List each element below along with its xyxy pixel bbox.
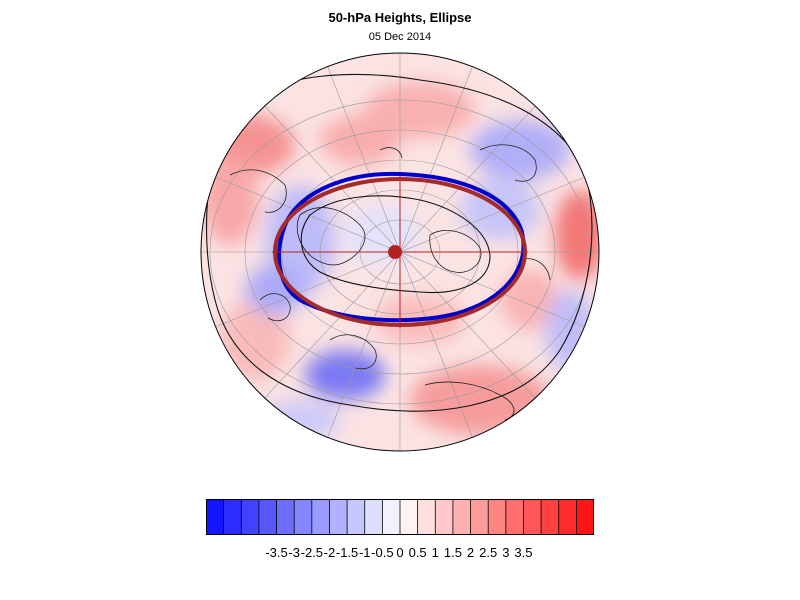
anomaly-field	[201, 53, 599, 451]
colorbar-frame	[206, 499, 594, 535]
anomaly-patch	[260, 400, 340, 440]
colorbar-swatch	[294, 499, 313, 535]
anomaly-patch	[320, 115, 400, 165]
colorbar-swatch	[541, 499, 560, 535]
colorbar-swatch	[241, 499, 260, 535]
colorbar-tick-label: 1	[431, 545, 439, 560]
colorbar-swatch	[400, 499, 418, 535]
colorbar-swatch	[576, 499, 594, 535]
colorbar-swatch	[382, 499, 401, 535]
colorbar-tick-label: -2	[323, 545, 336, 560]
anomaly-patch	[500, 270, 560, 330]
map-date: 05 Dec 2014	[368, 31, 432, 43]
map-title: 50-hPa Heights, Ellipse	[328, 10, 472, 25]
colorbar-tick-label: -0.5	[371, 545, 394, 560]
colorbar-swatch	[364, 499, 383, 535]
anomaly-patch	[340, 205, 420, 265]
anomaly-patch	[202, 155, 258, 245]
anomaly-patch	[555, 190, 599, 280]
coastlines	[229, 144, 551, 421]
colorbar-tick-label: -1	[358, 545, 371, 560]
colorbar-swatch	[276, 499, 295, 535]
colorbar-swatch	[206, 499, 224, 535]
vortex-edge-contour	[277, 171, 526, 323]
height-contour	[206, 73, 593, 412]
colorbar-tick-label: 2	[466, 545, 475, 560]
colorbar-swatch	[523, 499, 542, 535]
ellipse-center-marker	[388, 245, 402, 259]
colorbar-swatch	[417, 499, 436, 535]
map-boundary	[200, 52, 600, 452]
colorbar-swatch	[505, 499, 524, 535]
colorbar-tick-label: -3.5	[265, 545, 288, 560]
colorbar-swatch	[435, 499, 454, 535]
anomaly-patch	[365, 82, 475, 138]
colorbar-swatch	[311, 499, 330, 535]
colorbar-tick-label: 3	[502, 545, 510, 560]
colorbar-swatch	[452, 499, 471, 535]
colorbar-tick-label: 2.5	[479, 545, 498, 560]
colorbar-swatch	[347, 499, 366, 535]
colorbar-tick-label: -2.5	[300, 545, 324, 560]
colorbar-swatch	[488, 499, 507, 535]
colorbar-tick-label: 1.5	[443, 545, 462, 560]
colorbar-swatch	[329, 499, 348, 535]
anomaly-patch	[305, 350, 385, 400]
colorbar	[206, 499, 594, 535]
colorbar-tick-label: 0.5	[408, 545, 427, 560]
colorbar-tick-label: 0	[396, 545, 404, 560]
colorbar-tick-label: -1.5	[335, 545, 359, 560]
anomaly-patch	[470, 120, 570, 180]
colorbar-swatch	[258, 499, 277, 535]
colorbar-swatch	[223, 499, 242, 535]
anomaly-patch	[245, 265, 305, 315]
colorbar-tick-label: -3	[288, 545, 300, 560]
colorbar-swatch	[558, 499, 577, 535]
height-contour	[300, 195, 491, 294]
colorbar-labels: -3.5 -3 -2.5 -2 -1.5 -1 -0.5 0 0.5 1 1.5 2 2.5 3 3.5	[206, 545, 594, 561]
colorbar-swatch	[470, 499, 489, 535]
colorbar-tick-label: 3.5	[514, 545, 533, 560]
anomaly-patch	[410, 365, 550, 435]
